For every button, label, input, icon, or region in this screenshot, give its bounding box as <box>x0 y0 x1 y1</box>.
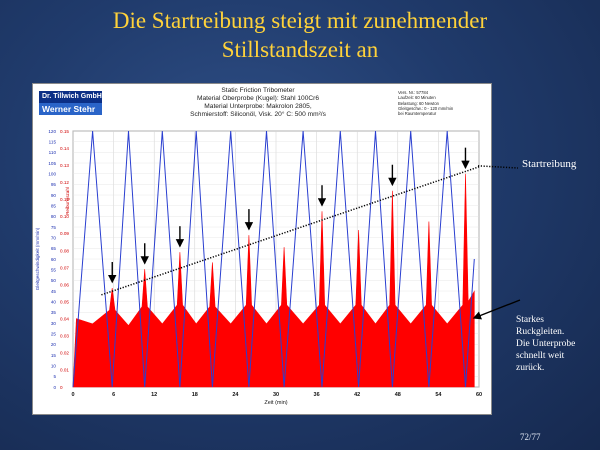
info-line1: Vers. Nr.: 57784 <box>398 90 429 95</box>
header-line3: Material Unterprobe: Makrolon 2805, <box>204 103 312 110</box>
y-left-tick-label: 85 <box>51 203 57 208</box>
y-right-tick-label: 0.12 <box>60 180 69 185</box>
y-right-tick-label: 0.02 <box>60 351 69 356</box>
y-right-tick-label: 0.04 <box>60 317 69 322</box>
x-tick-label: 42 <box>354 392 360 398</box>
y-left-tick-label: 50 <box>51 278 57 283</box>
y-left-axis-label: Gleitgeschwindigkeit (mm/min) <box>35 227 40 290</box>
header-line2: Material Oberprobe (Kugel): Stahl 100Cr6 <box>196 95 320 102</box>
ruckgleiten-arrow <box>472 299 521 320</box>
slide-title-line1: Die Startreibung steigt mit zunehmender <box>112 8 488 33</box>
x-tick-label: 24 <box>232 392 239 398</box>
x-tick-label: 12 <box>151 392 157 398</box>
ruckgleiten-line3: Die Unterprobe <box>516 339 576 349</box>
header-line1: Static Friction Tribometer <box>221 87 295 94</box>
y-left-tick-label: 115 <box>49 139 57 144</box>
y-left-tick-label: 5 <box>53 374 56 379</box>
x-tick-label: 60 <box>476 392 482 398</box>
y-left-tick-label: 60 <box>51 257 57 262</box>
y-right-tick-label: 0.15 <box>60 129 69 134</box>
y-right-tick-label: 0.11 <box>60 197 69 202</box>
x-tick-label: 18 <box>192 392 198 398</box>
series-speed-line <box>72 130 475 388</box>
x-tick-label: 36 <box>314 392 320 398</box>
x-tick-label: 6 <box>112 392 115 398</box>
startreibung-label: Startreibung <box>522 158 577 170</box>
y-right-tick-label: 0.10 <box>60 214 69 219</box>
y-left-tick-label: 0 <box>53 385 56 390</box>
info-line2: Laufzeit: 60 Minuten <box>398 95 436 101</box>
y-left-tick-label: 10 <box>51 363 57 368</box>
y-left-tick-label: 75 <box>51 225 57 230</box>
y-left-tick-label: 25 <box>51 331 57 336</box>
info-line5: bei Raumtemperatur <box>398 111 437 117</box>
y-right-tick-label: 0.08 <box>60 248 69 253</box>
y-right-axis-label: Reibungszahl <box>65 187 70 215</box>
info-line4: Gleitgeschw.: 0 - 120 mm/min <box>398 105 454 111</box>
y-left-tick-label: 65 <box>51 246 57 251</box>
x-axis-label: Zeit (min) <box>264 400 287 406</box>
company-logo: Dr. Tillwich GmbH <box>39 91 102 103</box>
friction-chart: 0 6 12 18 24 30 36 42 48 54 60 0 5 10 15 20 25 30 35 40 45 50… <box>35 129 482 406</box>
info-line3: Belastung: 60 Newton <box>398 100 439 106</box>
startreibung-connector <box>477 165 519 169</box>
y-left-tick-label: 105 <box>48 161 56 166</box>
y-right-tick-label: 0.13 <box>60 163 69 168</box>
y-right-tick-label: 0.06 <box>60 282 69 287</box>
ruckgleiten-line5: zurück. <box>516 363 545 373</box>
x-tick-label: 54 <box>435 392 442 398</box>
y-left-tick-label: 95 <box>51 182 57 187</box>
y-right-tick-label: 0.07 <box>60 265 69 270</box>
y-left-tick-label: 45 <box>51 289 57 294</box>
x-tick-label: 0 <box>71 392 74 398</box>
y-left-tick-label: 15 <box>51 353 57 358</box>
series-friction-area <box>72 173 475 388</box>
y-left-tick-label: 20 <box>51 342 57 347</box>
y-right-tick-label: 0.01 <box>60 368 69 373</box>
ruckgleiten-line2: Ruckgleiten. <box>516 327 565 337</box>
y-left-tick-label: 80 <box>51 214 57 219</box>
y-left-tick-label: 100 <box>48 171 56 176</box>
y-left-tick-label: 70 <box>51 235 57 240</box>
y-right-tick-label: 0 <box>60 385 63 390</box>
y-left-tick-label: 110 <box>49 150 57 155</box>
trend-line <box>101 166 480 296</box>
ruckgleiten-line1: Starkes <box>516 315 544 325</box>
page-number: 72/77 <box>520 432 541 442</box>
test-info: Vers. Nr.: 57784 Laufzeit: 60 Minuten Be… <box>398 90 488 116</box>
y-right-tick-label: 0.09 <box>60 231 69 236</box>
x-tick-label: 30 <box>273 392 279 398</box>
y-right-tick-label: 0.03 <box>60 334 69 339</box>
author-logo: Werner Stehr <box>39 103 102 115</box>
x-tick-label: 48 <box>395 392 401 398</box>
slide-title: Die Startreibung steigt mit zunehmender … <box>0 6 600 64</box>
y-left-tick-label: 55 <box>51 267 57 272</box>
y-right-tick-label: 0.14 <box>60 146 69 151</box>
slide-title-line2: Stillstandszeit an <box>221 37 379 62</box>
y-left-tick-label: 90 <box>51 193 57 198</box>
y-right-tick-label: 0.05 <box>60 299 69 304</box>
chart-panel: Dr. Tillwich GmbH Werner Stehr Static Fr… <box>32 83 492 415</box>
y-left-tick-label: 30 <box>51 321 57 326</box>
y-left-tick-label: 120 <box>48 129 56 134</box>
header-line4: Schmierstoff: Siliconöl, Visk. 20° C: 50… <box>190 111 326 118</box>
y-left-tick-label: 40 <box>51 299 57 304</box>
y-left-tick-label: 35 <box>51 310 57 315</box>
ruckgleiten-line4: schnellt weit <box>516 351 565 361</box>
ruckgleiten-label: Starkes Ruckgleiten. Die Unterprobe schn… <box>516 314 600 374</box>
chart-header: Static Friction Tribometer Material Ober… <box>133 87 383 119</box>
